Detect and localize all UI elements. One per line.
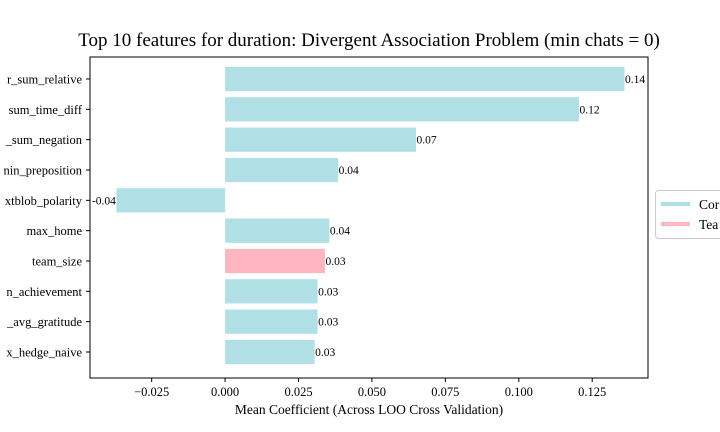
legend-label: Cor	[699, 197, 720, 212]
x-tick-label: 0.000	[211, 385, 239, 399]
x-tick-label: 0.025	[284, 385, 312, 399]
bar	[225, 127, 416, 152]
x-tick-label: 0.075	[431, 385, 459, 399]
x-tick-label: −0.025	[134, 385, 169, 399]
y-tick-label: max_home	[26, 224, 82, 238]
bar	[225, 218, 330, 243]
legend-label: Tea	[699, 217, 718, 232]
y-axis: r_sum_relative sum_time_diff _sum_negation…	[4, 73, 90, 360]
bar-value-label: 0.04	[330, 226, 350, 238]
x-axis-label: Mean Coefficient (Across LOO Cross Valid…	[235, 402, 503, 417]
y-tick-label: _avg_gratitude	[6, 315, 82, 329]
chart-title: Top 10 features for duration: Divergent …	[78, 30, 660, 51]
bar	[225, 248, 325, 274]
y-tick-label: team_size	[32, 255, 82, 269]
x-axis: −0.025 0.000 0.025 0.050 0.075 0.100 0.125	[134, 378, 606, 399]
bar	[225, 66, 625, 92]
bar	[225, 339, 315, 365]
bar	[225, 279, 318, 304]
bar-value-label: 0.04	[339, 165, 359, 177]
bar-value-label: 0.14	[625, 74, 645, 86]
legend: Cor Tea	[655, 190, 720, 239]
bar-value-label: 0.03	[318, 286, 338, 298]
y-tick-label: sum_time_diff	[9, 103, 83, 117]
bar-value-label: 0.03	[325, 256, 345, 268]
bars-layer: 0.14 0.12 0.07 0.04 -0.04 0.04 0.03 0.03 0.03 0.0…	[92, 66, 645, 365]
bar	[116, 188, 226, 213]
x-tick-label: 0.100	[505, 385, 533, 399]
plot-frame	[89, 56, 649, 379]
y-tick-label: x_hedge_naive	[6, 346, 82, 360]
y-tick-label: r_sum_relative	[7, 73, 82, 87]
bar-value-label: -0.04	[92, 195, 116, 207]
bar-value-label: 0.07	[416, 135, 436, 147]
x-tick-label: 0.125	[578, 385, 606, 399]
x-tick-label: 0.050	[358, 385, 386, 399]
bar	[225, 97, 579, 122]
bar-value-label: 0.12	[579, 104, 599, 116]
y-tick-label: nin_preposition	[4, 164, 83, 178]
y-tick-label: xtblob_polarity	[5, 194, 83, 208]
bar	[225, 309, 318, 334]
bar-value-label: 0.03	[318, 317, 338, 329]
y-tick-label: _sum_negation	[5, 133, 83, 147]
bar	[225, 157, 339, 183]
bar-value-label: 0.03	[315, 347, 335, 359]
y-tick-label: n_achievement	[6, 285, 82, 299]
